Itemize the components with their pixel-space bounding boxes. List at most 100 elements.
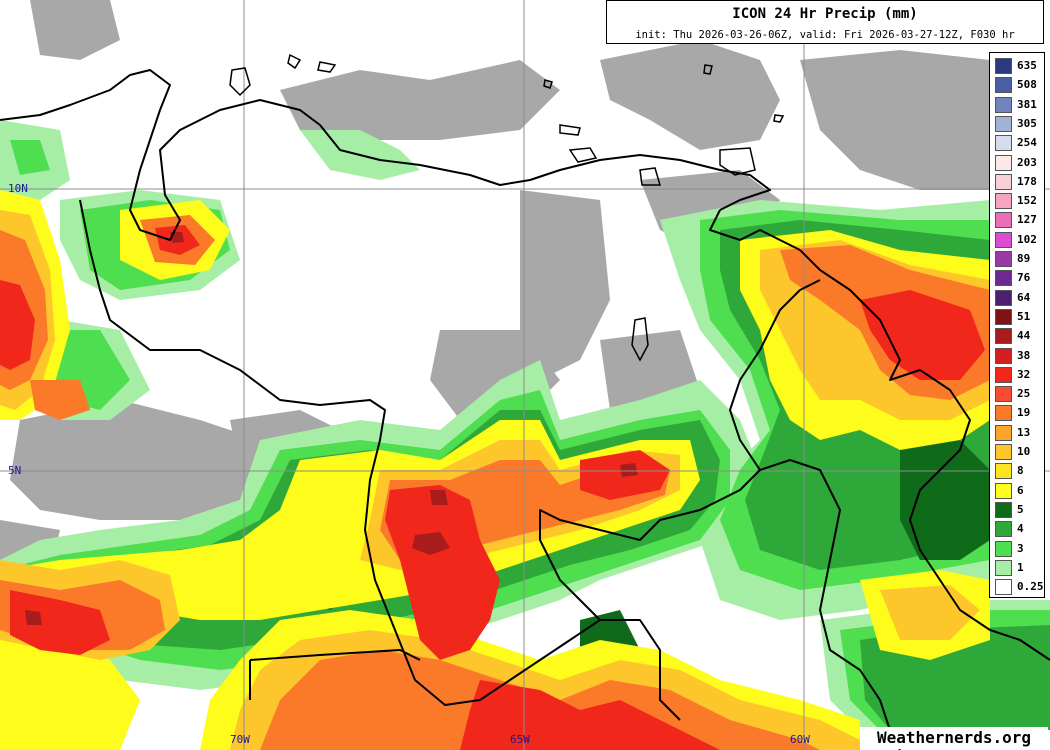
legend-swatch: [995, 77, 1012, 94]
lon-label-60w: 60W: [790, 733, 810, 746]
legend-swatch: [995, 173, 1012, 190]
legend-entry: 305: [993, 115, 1043, 133]
country-borders: [0, 69, 1050, 750]
legend-label: 76: [1017, 271, 1031, 285]
legend-swatch: [995, 521, 1012, 538]
legend-swatch: [995, 540, 1012, 557]
legend-label: 305: [1017, 116, 1037, 130]
precip-legend: 635 508 381 305 254 203 178 152 127 102 89 76 64 51 44…: [989, 52, 1045, 598]
legend-swatch: [995, 135, 1012, 152]
lon-label-70w: 70W: [230, 733, 250, 746]
islands: [229, 53, 785, 362]
legend-swatch: [995, 115, 1012, 132]
title-box: ICON 24 Hr Precip (mm) init: Thu 2026-03…: [606, 0, 1044, 44]
legend-label: 254: [1017, 136, 1037, 150]
legend-entry: 76: [993, 269, 1043, 287]
legend-entry: 1: [993, 559, 1043, 577]
legend-swatch: [995, 231, 1012, 248]
legend-swatch: [995, 251, 1012, 267]
legend-label: 51: [1017, 309, 1031, 323]
legend-label: 38: [1017, 348, 1031, 362]
legend-entry: 254: [993, 134, 1043, 152]
watermark: Weathernerds.org: [860, 727, 1048, 749]
precip-44mm-areas: [25, 232, 638, 625]
legend-entry: 152: [993, 192, 1043, 210]
legend-label: 13: [1017, 425, 1031, 439]
legend-entry: 13: [993, 424, 1043, 442]
legend-entry: 127: [993, 211, 1043, 229]
legend-label: 5: [1017, 502, 1024, 516]
legend-swatch: [995, 289, 1012, 306]
legend-entry: 5: [993, 501, 1043, 519]
legend-label: 4: [1017, 522, 1024, 536]
legend-swatch: [995, 212, 1012, 229]
legend-entry: 635: [993, 57, 1043, 75]
legend-label: 102: [1017, 232, 1037, 246]
legend-swatch: [995, 193, 1012, 210]
legend-entry: 10: [993, 443, 1043, 461]
legend-label: 178: [1017, 174, 1037, 188]
legend-swatch: [995, 58, 1012, 74]
legend-swatch: [995, 405, 1012, 422]
legend-swatch: [995, 96, 1012, 113]
legend-entry: 89: [993, 250, 1043, 268]
legend-swatch: [995, 424, 1012, 441]
legend-entry: 19: [993, 404, 1043, 422]
legend-entry: 381: [993, 96, 1043, 114]
legend-entry: 25: [993, 385, 1043, 403]
legend-label: 3: [1017, 541, 1024, 555]
legend-label: 89: [1017, 252, 1031, 265]
legend-label: 19: [1017, 406, 1031, 420]
lon-label-65w: 65W: [510, 733, 530, 746]
map-subtitle: init: Thu 2026-03-26-06Z, valid: Fri 202…: [635, 29, 1015, 41]
legend-entry: 3: [993, 540, 1043, 558]
legend-label: 203: [1017, 155, 1037, 169]
legend-swatch: [995, 559, 1012, 576]
legend-swatch: [995, 347, 1012, 364]
legend-label: 635: [1017, 59, 1037, 72]
legend-label: 44: [1017, 329, 1031, 343]
legend-swatch: [995, 154, 1012, 171]
legend-entry: 51: [993, 308, 1043, 326]
legend-label: 32: [1017, 367, 1031, 381]
legend-entry: 0.25: [993, 578, 1044, 596]
legend-entry: 38: [993, 347, 1043, 365]
legend-label: 508: [1017, 78, 1037, 92]
legend-swatch: [995, 328, 1012, 345]
legend-entry: 508: [993, 76, 1043, 94]
legend-swatch: [995, 463, 1012, 480]
legend-label: 1: [1017, 560, 1024, 574]
legend-label: 10: [1017, 445, 1031, 458]
lat-label-5n: 5N: [8, 464, 22, 477]
legend-swatch: [995, 270, 1012, 287]
legend-entry: 44: [993, 327, 1043, 345]
lat-label-10n: 10N: [8, 182, 28, 195]
legend-label: 152: [1017, 194, 1037, 208]
legend-label: 64: [1017, 290, 1031, 304]
legend-label: 127: [1017, 213, 1037, 227]
map-title: ICON 24 Hr Precip (mm): [732, 6, 918, 22]
legend-entry: 203: [993, 154, 1043, 172]
legend-swatch: [995, 308, 1012, 325]
legend-entry: 102: [993, 231, 1043, 249]
legend-entry: 4: [993, 520, 1043, 538]
legend-entry: 178: [993, 173, 1043, 191]
legend-swatch: [995, 444, 1012, 460]
legend-swatch: [995, 501, 1012, 518]
precip-32mm-areas: [0, 225, 985, 750]
legend-label: 8: [1017, 464, 1024, 478]
legend-label: 6: [1017, 483, 1024, 497]
legend-label: 0.25: [1017, 580, 1044, 594]
legend-swatch: [995, 579, 1012, 596]
legend-label: 25: [1017, 387, 1031, 401]
legend-entry: 32: [993, 366, 1043, 384]
legend-swatch: [995, 482, 1012, 499]
legend-entry: 8: [993, 462, 1043, 480]
legend-label: 381: [1017, 97, 1037, 111]
legend-entry: 64: [993, 289, 1043, 307]
legend-entry: 6: [993, 482, 1043, 500]
legend-swatch: [995, 366, 1012, 383]
